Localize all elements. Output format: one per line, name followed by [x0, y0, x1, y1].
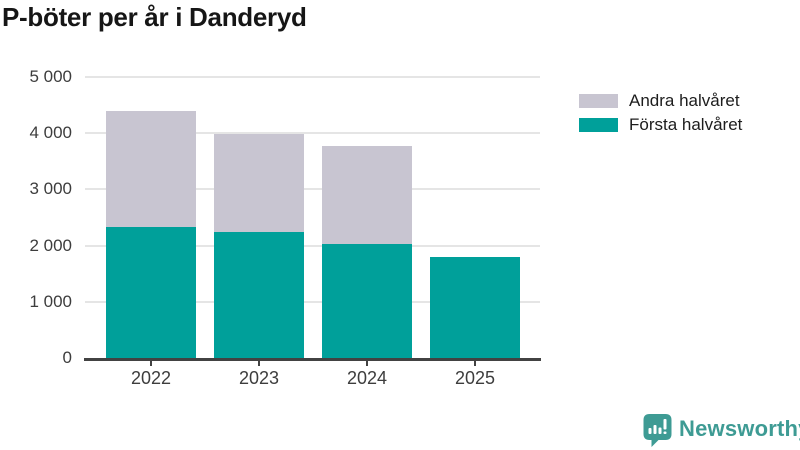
bar-chart-speech-bubble-icon	[643, 414, 672, 447]
bar-2023-andra-halvåret	[214, 134, 304, 233]
y-axis-label: 3 000	[29, 179, 72, 199]
bar-2022-första-halvåret	[106, 227, 196, 358]
gridline-2000	[85, 244, 540, 247]
newsworthy-logo-link[interactable]: Newsworthy	[643, 414, 800, 447]
bar-2024-andra-halvåret	[322, 146, 412, 245]
y-axis-label: 0	[62, 348, 72, 367]
legend-swatch	[579, 118, 618, 132]
x-axis-label: 2023	[238, 368, 280, 388]
bar-2022-andra-halvåret	[106, 110, 196, 228]
legend-swatch	[579, 94, 618, 108]
legend: Andra halvåret Första halvåret	[579, 91, 743, 142]
x-axis-tick	[474, 360, 476, 366]
legend-label: Andra halvåret	[629, 91, 740, 110]
gridline-1000	[85, 300, 540, 303]
x-axis-line	[84, 358, 541, 361]
chart-title: P-böter per år i Danderyd	[2, 2, 307, 32]
y-axis-label: 1 000	[29, 291, 72, 311]
legend-item: Andra halvåret	[579, 91, 742, 110]
x-axis-tick	[258, 360, 260, 366]
x-axis-label: 2022	[130, 368, 172, 388]
legend-label: Första halvåret	[629, 115, 743, 134]
gridline-3000	[85, 188, 540, 191]
bar-2025-första-halvåret	[430, 257, 520, 358]
bar-2023-första-halvåret	[214, 232, 304, 358]
x-axis-label: 2025	[454, 368, 496, 388]
x-axis-tick	[150, 360, 152, 366]
gridline-4000	[85, 132, 540, 135]
y-axis-label: 2 000	[29, 235, 72, 255]
bar-2024-första-halvåret	[322, 244, 412, 358]
brand-name: Newsworthy	[679, 416, 800, 441]
gridline-5000	[85, 76, 540, 78]
y-axis-label: 4 000	[29, 123, 72, 143]
y-axis-label: 5 000	[29, 67, 72, 86]
x-axis-label: 2024	[346, 368, 388, 388]
x-axis-tick	[366, 360, 368, 366]
legend-item: Första halvåret	[579, 115, 743, 134]
